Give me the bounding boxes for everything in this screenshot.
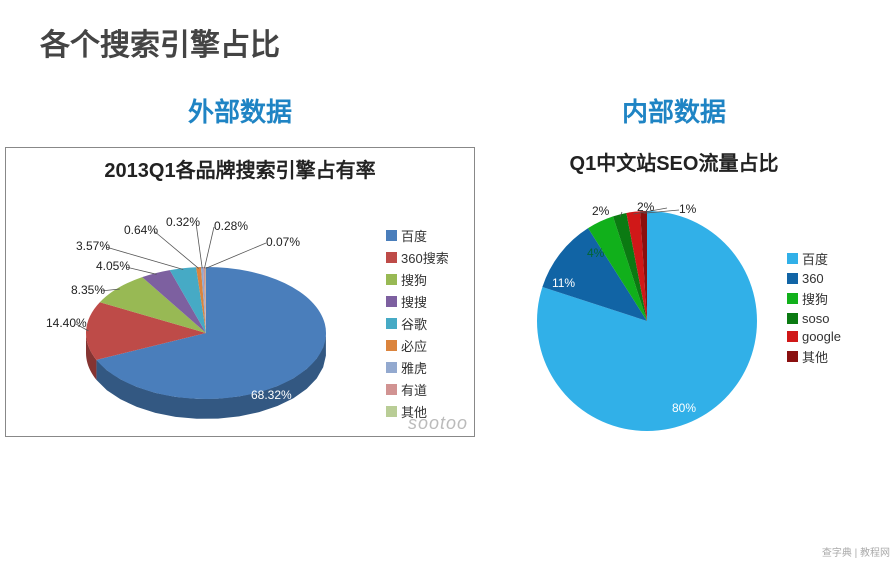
legend-swatch [386, 296, 397, 307]
legend-item: 谷歌 [386, 314, 449, 333]
legend-label: 百度 [802, 249, 828, 268]
legend-label: 360搜索 [401, 248, 449, 267]
legend-item: 必应 [386, 336, 449, 355]
pie-callout: 80% [672, 401, 696, 415]
left-chart-box: 2013Q1各品牌搜索引擎占有率 68.32% 14.40% 8.35% 4.05% 3… [5, 147, 475, 437]
right-section-label: 内部数据 [622, 92, 726, 129]
legend-swatch [787, 273, 798, 284]
pie-callout: 2% [637, 200, 654, 214]
legend-label: 其他 [802, 347, 828, 366]
legend-swatch [787, 313, 798, 324]
legend-item: 360搜索 [386, 248, 449, 267]
left-legend: 百度360搜索搜狗搜搜谷歌必应雅虎有道其他 [386, 183, 449, 443]
footer-mark: 查字典 | 教程网 [822, 544, 890, 559]
legend-label: 360 [802, 271, 824, 286]
pie-callout: 2% [592, 204, 609, 218]
pie-callout: 14.40% [46, 316, 87, 330]
legend-label: 搜狗 [802, 289, 828, 308]
legend-item: 百度 [386, 226, 449, 245]
legend-item: 雅虎 [386, 358, 449, 377]
legend-item: 搜搜 [386, 292, 449, 311]
pie-callout: 8.35% [71, 283, 105, 297]
pie-callout: 1% [679, 202, 696, 216]
legend-label: 有道 [401, 380, 427, 399]
left-section-label: 外部数据 [188, 92, 292, 129]
legend-item: 搜狗 [386, 270, 449, 289]
legend-item: 其他 [787, 347, 841, 366]
legend-item: google [787, 329, 841, 344]
legend-swatch [386, 230, 397, 241]
legend-swatch [787, 253, 798, 264]
right-legend: 百度 360 搜狗 soso google 其他 [787, 186, 841, 456]
legend-label: 搜搜 [401, 292, 427, 311]
legend-label: google [802, 329, 841, 344]
right-pie-area: 80% 11% 4% 2% 2% 1% [507, 186, 787, 456]
pie-callout: 68.32% [251, 388, 292, 402]
right-column: 内部数据 Q1中文站SEO流量占比 80% 11% 4% 2% 2% 1% 百度 360 搜狗… [484, 64, 864, 456]
legend-swatch [386, 274, 397, 285]
left-pie-area: 68.32% 14.40% 8.35% 4.05% 3.57% 0.64% 0.32% 0.2… [6, 183, 386, 443]
pie-callout: 3.57% [76, 239, 110, 253]
legend-swatch [787, 293, 798, 304]
right-pie-wrap: 80% 11% 4% 2% 2% 1% 百度 360 搜狗 soso google 其他 [507, 186, 841, 456]
charts-row: 外部数据 2013Q1各品牌搜索引擎占有率 68.32% 14.40% 8.35% 4… [0, 64, 894, 456]
pie-callout: 11% [552, 276, 575, 290]
right-chart-title: Q1中文站SEO流量占比 [570, 147, 779, 176]
legend-label: 搜狗 [401, 270, 427, 289]
legend-swatch [386, 362, 397, 373]
legend-label: 必应 [401, 336, 427, 355]
left-chart-title: 2013Q1各品牌搜索引擎占有率 [6, 154, 474, 183]
left-pie-wrap: 68.32% 14.40% 8.35% 4.05% 3.57% 0.64% 0.32% 0.2… [6, 183, 474, 443]
legend-item: 有道 [386, 380, 449, 399]
legend-label: soso [802, 311, 829, 326]
page-title: 各个搜索引擎占比 [0, 0, 894, 64]
left-column: 外部数据 2013Q1各品牌搜索引擎占有率 68.32% 14.40% 8.35% 4… [0, 64, 480, 456]
pie-callout: 4.05% [96, 259, 130, 273]
legend-swatch [386, 252, 397, 263]
legend-item: soso [787, 311, 841, 326]
pie-callout: 0.07% [266, 235, 300, 249]
legend-swatch [386, 384, 397, 395]
legend-swatch [787, 351, 798, 362]
pie-callout: 0.32% [166, 215, 200, 229]
legend-item: 360 [787, 271, 841, 286]
legend-swatch [386, 318, 397, 329]
legend-label: 谷歌 [401, 314, 427, 333]
watermark: sootoo [408, 413, 468, 434]
pie-callout: 0.28% [214, 219, 248, 233]
pie-callout: 4% [587, 246, 604, 260]
legend-swatch [787, 331, 798, 342]
legend-swatch [386, 340, 397, 351]
legend-item: 百度 [787, 249, 841, 268]
legend-label: 百度 [401, 226, 427, 245]
pie-callout: 0.64% [124, 223, 158, 237]
legend-label: 雅虎 [401, 358, 427, 377]
legend-swatch [386, 406, 397, 417]
legend-item: 搜狗 [787, 289, 841, 308]
